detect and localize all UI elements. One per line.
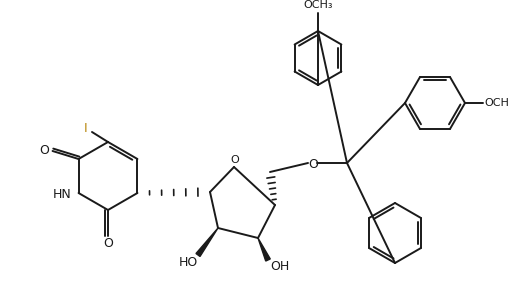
Text: OCH₃: OCH₃ — [484, 98, 509, 108]
Text: O: O — [230, 155, 239, 165]
Text: O: O — [40, 144, 49, 158]
Text: OCH₃: OCH₃ — [303, 0, 332, 10]
Text: HN: HN — [53, 188, 72, 201]
Polygon shape — [258, 238, 270, 261]
Text: O: O — [307, 158, 317, 171]
Text: I: I — [84, 121, 88, 134]
Polygon shape — [195, 228, 217, 257]
Text: OH: OH — [270, 260, 289, 273]
Text: HO: HO — [178, 257, 197, 270]
Text: O: O — [103, 238, 112, 251]
